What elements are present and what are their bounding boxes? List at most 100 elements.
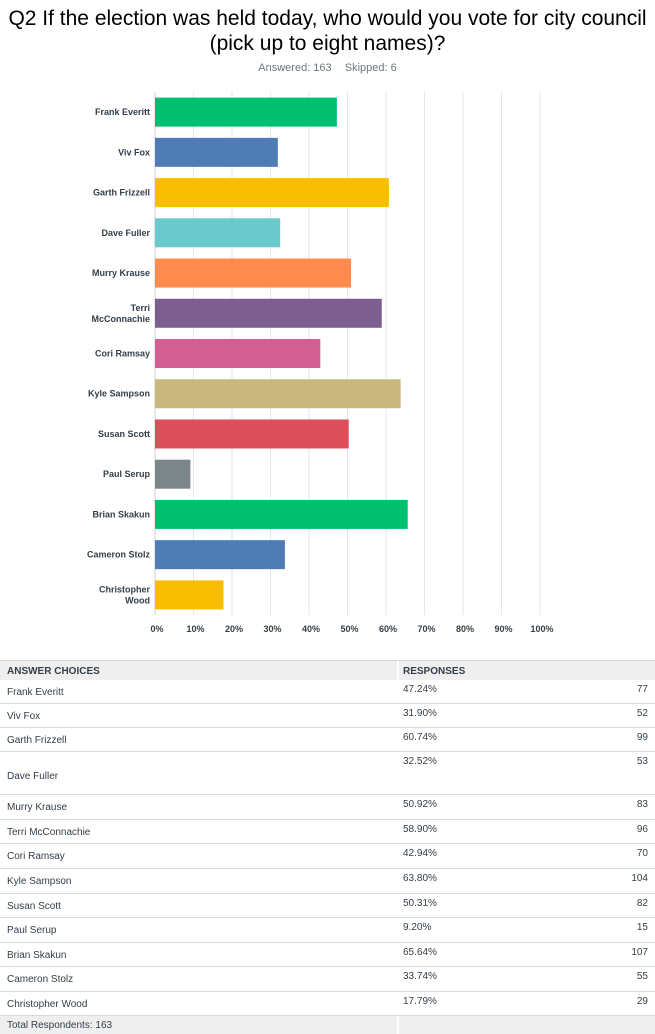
row-percentage: 31.90% <box>403 708 437 719</box>
category-label: Cameron Stolz <box>87 550 151 560</box>
row-answer-choice: Garth Frizzell <box>7 735 67 746</box>
question-title: Q2 If the election was held today, who w… <box>0 6 655 56</box>
row-percentage: 9.20% <box>403 922 432 933</box>
row-percentage: 17.79% <box>403 996 437 1007</box>
row-count: 53 <box>636 756 648 767</box>
row-answer-choice: Murry Krause <box>7 802 68 813</box>
total-respondents: Total Respondents: 163 <box>7 1020 113 1031</box>
bar <box>155 459 191 489</box>
table-row: Frank Everitt 47.24% 77 <box>0 680 655 704</box>
table-footer: Total Respondents: 163 <box>0 1016 655 1034</box>
bar <box>155 218 281 248</box>
table-row: Terri McConnachie 58.90% 96 <box>0 820 655 844</box>
row-answer-choice: Terri McConnachie <box>7 827 91 838</box>
row-answer-choice: Paul Serup <box>7 925 57 936</box>
question-title-line-1: Q2 If the election was held today, who w… <box>8 7 647 30</box>
x-tick-label: 60% <box>379 624 397 634</box>
category-label: Frank Everitt <box>95 107 150 117</box>
bar <box>155 339 321 368</box>
row-answer-choice: Susan Scott <box>7 901 61 912</box>
category-label: Christopher Wood <box>99 584 151 605</box>
row-percentage: 65.64% <box>403 947 437 958</box>
row-percentage: 63.80% <box>403 873 437 884</box>
header-responses: RESPONSES <box>403 666 466 677</box>
row-count: 83 <box>636 799 648 810</box>
table-row: Cori Ramsay 42.94% 70 <box>0 844 655 869</box>
table-row: Kyle Sampson 63.80% 104 <box>0 869 655 894</box>
row-count: 99 <box>636 732 648 743</box>
x-tick-label: 70% <box>417 624 435 634</box>
bar-chart: 0% 10% 20% 30% 40% 50% 60% 70% 80% 90% 100% Frank E… <box>87 92 554 634</box>
header-answer-choices: ANSWER CHOICES <box>7 666 100 677</box>
column-divider <box>397 1016 399 1034</box>
bar <box>155 580 224 610</box>
table-row: Garth Frizzell 60.74% 99 <box>0 728 655 752</box>
category-label: Kyle Sampson <box>88 389 150 399</box>
table-row: Susan Scott 50.31% 82 <box>0 894 655 918</box>
row-percentage: 32.52% <box>403 756 437 767</box>
row-answer-choice: Dave Fuller <box>7 771 59 782</box>
category-label: Viv Fox <box>118 147 150 157</box>
table-row: Dave Fuller 32.52% 53 <box>0 752 655 795</box>
x-tick-label: 100% <box>530 624 553 634</box>
bar <box>155 540 285 570</box>
row-count: 96 <box>636 824 648 835</box>
column-divider <box>397 661 399 680</box>
row-percentage: 47.24% <box>403 684 437 695</box>
table-row: Christopher Wood 17.79% 29 <box>0 992 655 1016</box>
row-count: 55 <box>636 971 648 982</box>
row-count: 82 <box>636 898 648 909</box>
table-body: Frank Everitt 47.24% 77 Viv Fox 31.90% 52 Gart… <box>0 680 655 1016</box>
row-answer-choice: Kyle Sampson <box>7 876 72 887</box>
table-header: ANSWER CHOICES RESPONSES <box>0 660 655 680</box>
response-summary: Answered: 163 Skipped: 6 <box>0 62 655 74</box>
category-label: Murry Krause <box>92 268 150 278</box>
skipped-count: Skipped: 6 <box>344 62 397 74</box>
x-tick-label: 50% <box>340 624 358 634</box>
category-label: Paul Serup <box>103 469 151 479</box>
category-label: Susan Scott <box>98 429 150 439</box>
row-percentage: 50.92% <box>403 799 437 810</box>
x-tick-label: 80% <box>456 624 474 634</box>
bar <box>155 97 337 127</box>
table-row: Viv Fox 31.90% 52 <box>0 704 655 728</box>
row-percentage: 60.74% <box>403 732 437 743</box>
x-tick-label: 10% <box>186 624 204 634</box>
row-count: 77 <box>636 684 648 695</box>
bar <box>155 298 382 328</box>
row-percentage: 42.94% <box>403 848 437 859</box>
row-percentage: 58.90% <box>403 824 437 835</box>
category-label: Brian Skakun <box>92 509 150 519</box>
bar <box>155 178 389 208</box>
bar <box>155 258 352 288</box>
x-tick-label: 90% <box>494 624 512 634</box>
bar <box>155 379 401 409</box>
row-percentage: 33.74% <box>403 971 437 982</box>
category-label: Dave Fuller <box>101 228 150 238</box>
table-row: Brian Skakun 65.64% 107 <box>0 943 655 967</box>
answered-count: Answered: 163 <box>258 62 332 74</box>
table-row: Paul Serup 9.20% 15 <box>0 918 655 943</box>
category-label: Cori Ramsay <box>95 349 150 359</box>
x-tick-label: 30% <box>263 624 281 634</box>
category-label: Terri McConnachie <box>91 303 150 324</box>
row-count: 15 <box>636 922 648 933</box>
row-count: 104 <box>631 873 648 884</box>
row-answer-choice: Cori Ramsay <box>7 851 65 862</box>
row-count: 70 <box>636 848 648 859</box>
row-answer-choice: Viv Fox <box>7 711 41 722</box>
row-count: 107 <box>631 947 648 958</box>
question-title-line-2: (pick up to eight names)? <box>209 32 446 55</box>
x-tick-label: 40% <box>302 624 320 634</box>
responses-table: ANSWER CHOICES RESPONSES Frank Everitt 47… <box>0 660 655 1034</box>
row-percentage: 50.31% <box>403 898 437 909</box>
row-count: 52 <box>636 708 648 719</box>
x-tick-label: 0% <box>150 624 163 634</box>
row-answer-choice: Brian Skakun <box>7 950 67 961</box>
table-row: Murry Krause 50.92% 83 <box>0 795 655 820</box>
bar <box>155 419 349 449</box>
category-label: Garth Frizzell <box>93 188 150 198</box>
bar <box>155 137 278 167</box>
row-count: 29 <box>636 996 648 1007</box>
table-row: Cameron Stolz 33.74% 55 <box>0 967 655 992</box>
